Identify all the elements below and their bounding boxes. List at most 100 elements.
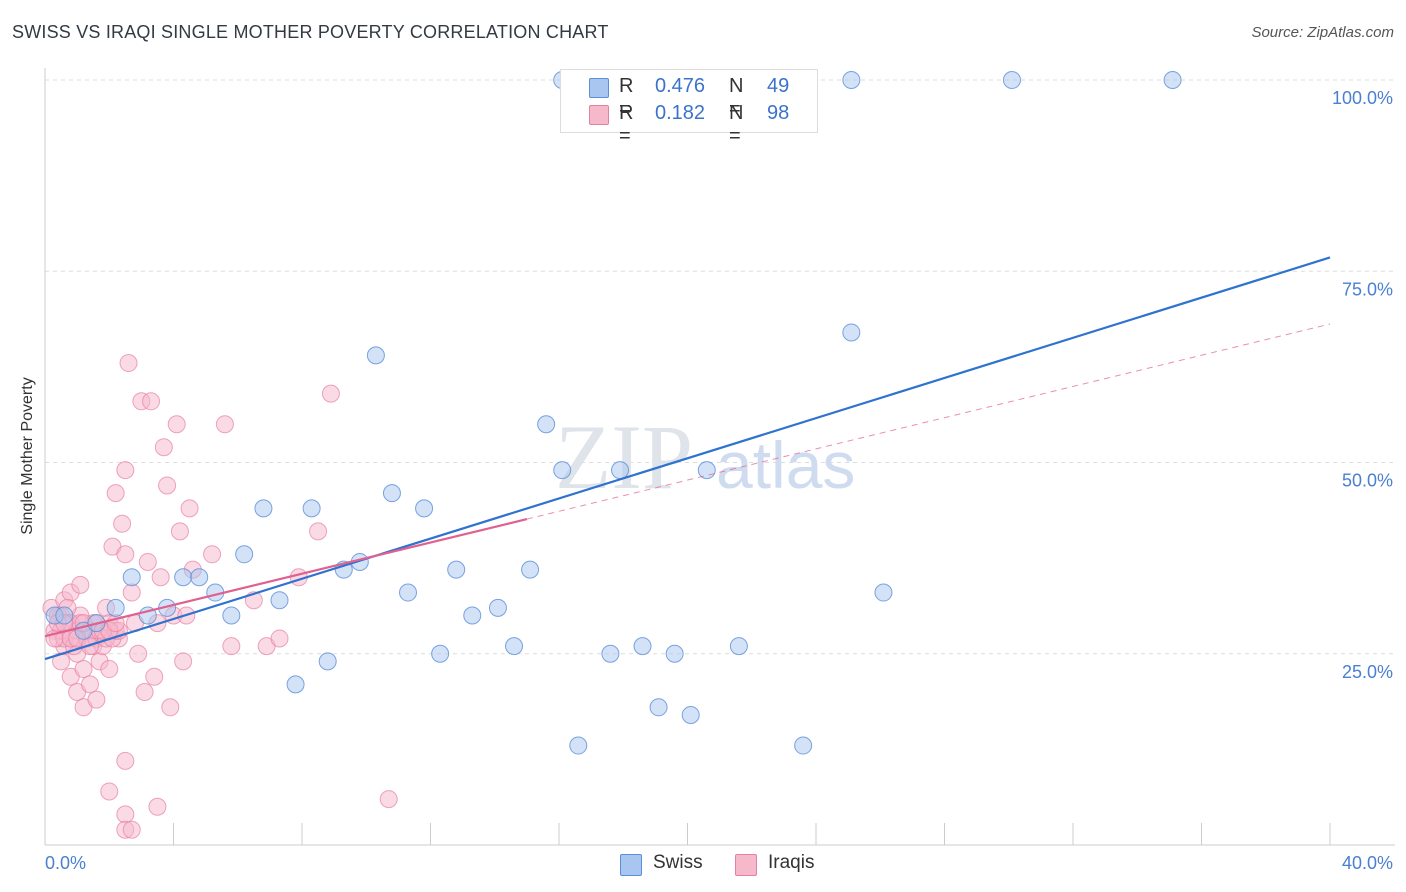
swiss-point [537,415,556,434]
swiss-point [366,346,385,365]
trend-lines [44,256,1331,661]
swiss-trend-line [44,256,1331,661]
swiss-point [488,598,507,617]
swiss-point [649,698,668,717]
source-label: Source: ZipAtlas.com [1251,24,1394,41]
grid-lines [45,79,1395,655]
axes [44,68,1395,846]
iraqi-r-value: 0.182 [655,102,706,124]
iraqi-point [321,384,340,403]
iraqi-point [174,652,193,671]
iraqi-point [129,644,148,663]
iraqi-point [106,484,125,503]
iraqi-trend-extension [526,323,1331,520]
swiss-point [601,644,620,663]
iraqi-point [87,690,106,709]
swiss-legend-swatch [620,854,642,876]
swiss-point [463,606,482,625]
swiss-n-label: N = [729,75,744,120]
iraqi-point [222,637,241,656]
iraqi-point [100,660,119,679]
iraqi-trend-line [44,518,528,638]
iraqi-point [151,568,170,587]
iraqi-r-label: R = [619,102,634,147]
iraqi-point [116,751,135,770]
swiss-point [55,606,74,625]
legend-stats: R = 0.476 N = 49 R = 0.182 N = 98 [560,69,818,147]
swiss-point [431,644,450,663]
iraqi-point [116,545,135,564]
swiss-legend-label: Swiss [653,852,703,873]
y-tick-label-25: 25.0% [1342,662,1393,682]
swiss-r-value: 0.476 [655,75,706,97]
swiss-point [633,637,652,656]
iraqi-point [122,820,141,839]
swiss-point [1002,71,1021,89]
tick-labels: 25.0% 50.0% 75.0% 100.0% 0.0% 40.0% [45,88,1393,873]
iraqi-n-value: 98 [767,102,790,124]
swiss-point [270,591,289,610]
swiss-point [521,560,540,579]
iraqi-point [80,675,99,694]
swiss-point [447,560,466,579]
iraqi-point [135,683,154,701]
swiss-point [415,499,434,518]
iraqi-point [145,667,164,686]
swiss-point [235,545,254,564]
iraqi-legend-label: Iraqis [768,852,815,873]
iraqi-point [161,698,180,717]
swiss-point [122,568,141,587]
swiss-point [254,499,273,518]
iraqi-point [116,805,135,824]
iraqi-point [116,461,135,480]
iraqi-point [100,782,119,801]
iraqi-point [167,415,186,434]
swiss-point [286,675,305,694]
swiss-point [553,461,572,480]
y-tick-label-75: 75.0% [1342,279,1393,299]
swiss-swatch [589,78,609,98]
iraqi-n-label: N = [729,102,744,147]
swiss-point [302,499,321,518]
swiss-point [665,644,684,663]
iraqi-point [379,790,398,809]
iraqi-swatch [589,105,609,125]
swiss-point [681,705,700,724]
iraqi-legend-swatch [735,854,757,876]
swiss-point [611,461,630,480]
chart-title: SWISS VS IRAQI SINGLE MOTHER POVERTY COR… [12,22,609,42]
iraqi-point [154,438,173,457]
iraqi-point [158,476,177,495]
swiss-point [842,71,861,89]
iraqi-point [142,392,161,411]
swiss-point [794,736,813,755]
swiss-point [318,652,337,671]
iraqi-point [122,583,141,602]
swiss-point [399,583,418,602]
swiss-point [842,323,861,342]
x-tick-label-min: 0.0% [45,853,86,873]
iraqi-point [215,415,234,434]
iraqi-point [138,552,157,571]
iraqi-point [270,629,289,648]
iraqi-point [148,797,167,816]
iraqi-point [71,575,90,594]
watermark-zip: ZIP [555,406,693,508]
swiss-point [697,461,716,480]
iraqi-point [309,522,328,541]
iraqi-point [113,514,132,533]
swiss-point [874,583,893,602]
x-tick-label-max: 40.0% [1342,853,1393,873]
iraqi-point [170,522,189,541]
swiss-point [222,606,241,625]
y-tick-label-100: 100.0% [1332,88,1393,108]
iraqi-point [203,545,222,564]
swiss-point [729,637,748,656]
swiss-point [106,598,125,617]
swiss-point [190,568,209,587]
swiss-point [505,637,524,656]
swiss-n-value: 49 [767,75,790,97]
iraqi-point [119,354,138,373]
swiss-point [174,568,193,587]
